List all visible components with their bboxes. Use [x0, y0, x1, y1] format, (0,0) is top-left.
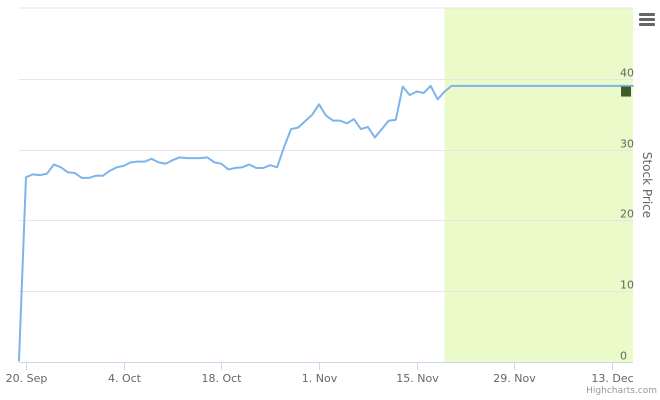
x-tick-label: 20. Sep — [6, 372, 48, 385]
x-tick-label: 4. Oct — [108, 372, 142, 385]
y-tick-label: 20 — [620, 208, 634, 221]
y-axis-title: Stock Price — [640, 152, 654, 218]
y-tick-label: 40 — [620, 67, 634, 80]
y-tick-label: 10 — [620, 279, 634, 292]
chart-menu-button[interactable] — [636, 9, 658, 31]
x-tick-label: 29. Nov — [493, 372, 536, 385]
y-tick-label: 0 — [620, 350, 627, 363]
last-value-marker[interactable] — [621, 86, 632, 97]
x-tick-label: 1. Nov — [302, 372, 338, 385]
series-line-0[interactable] — [18, 84, 634, 362]
y-tick-label: 30 — [620, 138, 634, 151]
x-tick-label: 18. Oct — [201, 372, 242, 385]
highlight-band — [444, 8, 633, 362]
x-tick-label: 13. Dec — [591, 372, 633, 385]
x-tick-label: 15. Nov — [396, 372, 439, 385]
credits-link[interactable]: Highcharts.com — [586, 386, 657, 396]
